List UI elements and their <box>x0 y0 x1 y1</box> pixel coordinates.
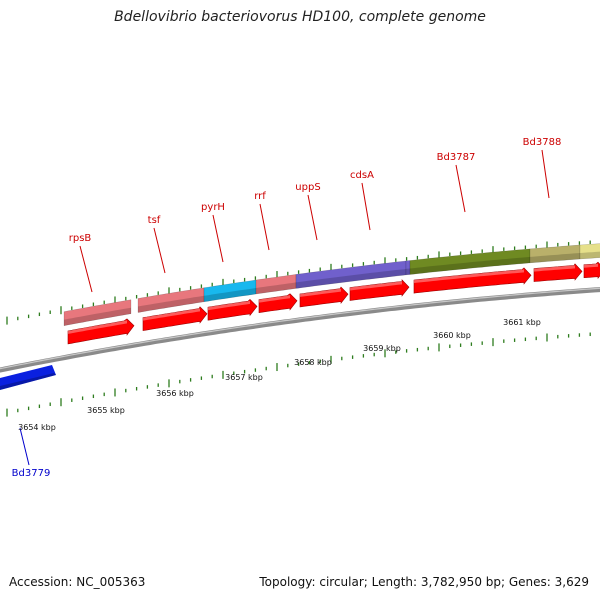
cds-arrow <box>299 286 349 308</box>
cds-arrow-highlight <box>414 269 524 284</box>
cds-arrow-highlight <box>68 320 127 334</box>
cds-arrow-highlight <box>584 263 598 268</box>
gene-label-uppS: uppS <box>295 182 320 193</box>
gene-box-tsf-shade <box>138 295 204 313</box>
kbp-label: 3655 kbp <box>87 406 125 415</box>
cds-arrow-highlight <box>259 295 290 303</box>
gene-box-next <box>579 243 600 260</box>
label-leader-pyrH <box>212 214 224 263</box>
gene-box-cdsA-shade <box>406 268 410 275</box>
label-leader-cdsA <box>361 182 371 231</box>
gene-feature-track <box>0 243 600 390</box>
gene-box-Bd3787-shade <box>410 256 530 275</box>
label-leader-uppS <box>307 194 318 241</box>
cds-arrow <box>583 261 600 280</box>
gene-label-cdsA: cdsA <box>350 170 374 181</box>
bottom-tick-track <box>6 332 591 417</box>
label-leader-Bd3787 <box>455 164 466 213</box>
gene-labels: rpsB tsf pyrH rrf uppS cdsA Bd3787 Bd3788 Bd3779 <box>12 137 562 479</box>
gene-label-rpsB: rpsB <box>69 233 92 244</box>
cds-arrow-track <box>67 261 600 345</box>
cds-arrow-highlight <box>208 300 250 311</box>
cds-arrow <box>533 263 583 282</box>
gene-label-rrf: rrf <box>254 191 266 202</box>
gene-box-next-shade <box>580 251 600 259</box>
kbp-label: 3657 kbp <box>225 373 263 382</box>
gene-label-tsf: tsf <box>148 215 161 226</box>
kbp-label: 3658 kbp <box>294 358 332 367</box>
cds-arrow <box>142 306 208 331</box>
label-leader-tsf <box>153 227 166 274</box>
genome-backbone <box>0 287 600 373</box>
genome-summary-label: Topology: circular; Length: 3,782,950 bp… <box>259 575 589 589</box>
gene-label-Bd3788: Bd3788 <box>523 137 562 148</box>
gene-box-uppS-shade <box>296 268 406 289</box>
cds-arrow <box>258 293 298 313</box>
kbp-label: 3654 kbp <box>18 423 56 432</box>
gene-box-Bd3779 <box>0 365 56 390</box>
cds-arrow-highlight <box>350 281 402 291</box>
kbp-scale-labels: 3654 kbp 3655 kbp 3656 kbp 3657 kbp 3658 kbp… <box>18 318 541 432</box>
gene-label-Bd3787: Bd3787 <box>437 152 476 163</box>
cds-arrow <box>413 267 532 294</box>
label-leader-rpsB <box>79 245 93 293</box>
map-title: Bdellovibrio bacteriovorus HD100, comple… <box>114 9 486 25</box>
cds-arrow <box>67 318 135 345</box>
cds-arrow-highlight <box>300 288 341 297</box>
cds-arrow <box>349 279 410 301</box>
cds-arrow-highlight <box>534 265 575 272</box>
cds-arrow-highlight <box>143 308 200 321</box>
label-leader-rrf <box>259 203 270 251</box>
backbone-line <box>0 287 600 373</box>
gene-box-rpsB-shade <box>64 307 131 326</box>
kbp-label: 3661 kbp <box>503 318 541 327</box>
kbp-label: 3656 kbp <box>156 389 194 398</box>
gene-label-pyrH: pyrH <box>201 202 225 213</box>
gene-box-pyrH-shade <box>204 288 256 302</box>
gene-box-rpsB <box>63 299 132 327</box>
gene-box-Bd3779-shade <box>0 373 56 390</box>
gene-box-Bd3788-shade <box>530 253 580 263</box>
cds-arrow <box>207 298 258 321</box>
kbp-label: 3660 kbp <box>433 331 471 340</box>
backbone-highlight <box>0 287 600 370</box>
gene-label-Bd3779: Bd3779 <box>12 468 51 479</box>
gene-box-rrf-shade <box>256 282 296 294</box>
kbp-label: 3659 kbp <box>363 344 401 353</box>
label-leader-Bd3779 <box>19 427 30 466</box>
label-leader-Bd3788 <box>541 149 550 199</box>
gene-label-leaders <box>19 149 550 466</box>
accession-label: Accession: NC_005363 <box>9 575 146 589</box>
